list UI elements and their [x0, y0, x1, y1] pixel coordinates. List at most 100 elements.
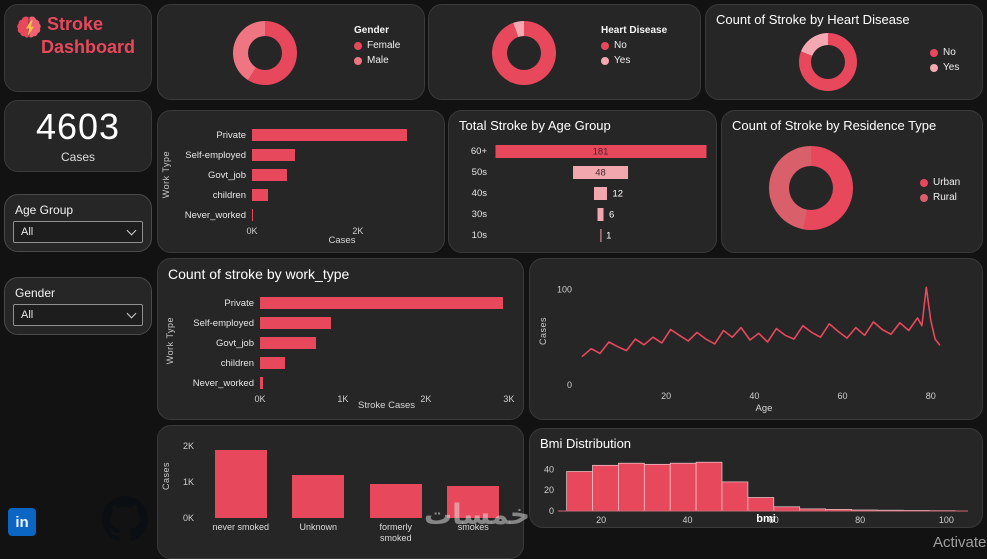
age-group-dropdown[interactable]: All [13, 221, 143, 243]
legend-dot [930, 64, 938, 72]
category-label: 50s [457, 167, 495, 178]
category-label: Unknown [286, 522, 350, 533]
legend-dot [920, 179, 928, 187]
stroke-by-heart-disease-title: Count of Stroke by Heart Disease [716, 12, 910, 27]
category-label: Private [174, 130, 252, 141]
bar[interactable] [260, 357, 285, 369]
legend-dot [354, 57, 362, 65]
github-icon[interactable] [102, 496, 148, 542]
bar[interactable] [252, 169, 287, 181]
smoking-status-ylabel: Cases [161, 462, 171, 490]
linkedin-icon[interactable]: in [8, 508, 36, 536]
legend-dot [920, 194, 928, 202]
legend-label: Yes [614, 55, 630, 66]
legend-label: Rural [933, 192, 957, 203]
axis-tick-label: 1K [183, 477, 194, 487]
hist-bar[interactable] [567, 472, 593, 512]
bar[interactable] [252, 209, 253, 221]
category-label: 10s [457, 230, 495, 241]
value-label: 6 [609, 209, 614, 220]
legend-item[interactable]: Rural [920, 192, 960, 203]
category-label: Self-employed [174, 150, 252, 161]
bar[interactable] [260, 377, 263, 389]
legend-item[interactable]: Male [354, 55, 400, 66]
heart-disease-donut-chart[interactable] [492, 21, 556, 85]
cases-by-age-ylabel: Cases [538, 317, 548, 345]
legend-item[interactable]: Urban [920, 177, 960, 188]
hist-bar[interactable] [774, 507, 800, 511]
bar[interactable] [252, 149, 295, 161]
legend-item[interactable]: Female [354, 40, 400, 51]
funnel-bar[interactable] [600, 229, 601, 242]
residence-donut-chart[interactable] [769, 146, 853, 230]
hist-bar[interactable] [722, 482, 748, 511]
gender-slicer-label: Gender [15, 286, 55, 300]
age-group-slicer-label: Age Group [15, 203, 73, 217]
line-series[interactable] [582, 287, 939, 356]
bar[interactable] [260, 337, 316, 349]
axis-tick-label: 60 [838, 391, 848, 401]
bar-track [252, 209, 432, 221]
legend-item[interactable]: Yes [601, 55, 667, 66]
hist-bar[interactable] [696, 462, 722, 511]
app-header-card: Stroke Dashboard [4, 4, 152, 92]
legend-item[interactable]: No [601, 40, 667, 51]
bar-track [252, 149, 432, 161]
stroke-by-heart-disease-donut-chart[interactable] [799, 33, 857, 91]
gender-donut-chart[interactable] [233, 21, 297, 85]
bar[interactable] [260, 297, 503, 309]
bar-row: children [182, 353, 513, 373]
bar[interactable] [370, 484, 422, 518]
hist-bar[interactable] [670, 463, 696, 511]
bar[interactable] [292, 475, 344, 518]
axis-tick-label: 40 [544, 464, 554, 474]
category-label: 40s [457, 188, 495, 199]
legend-item[interactable]: No [930, 47, 959, 58]
gender-slicer: Gender All [4, 277, 152, 335]
funnel-row: 60+ 181 [457, 141, 706, 162]
bar[interactable] [215, 450, 267, 518]
category-label: children [174, 190, 252, 201]
bar[interactable] [252, 129, 407, 141]
axis-tick-label: 0K [183, 513, 194, 523]
category-label: 60+ [457, 146, 495, 157]
bar-column: formerly smoked [370, 442, 422, 518]
axis-tick-label: 100 [557, 284, 572, 294]
hist-bar[interactable] [748, 498, 774, 512]
bar-track [260, 297, 513, 309]
hist-bar[interactable] [644, 464, 670, 511]
bar[interactable] [252, 189, 268, 201]
gender-dropdown[interactable]: All [13, 304, 143, 326]
funnel-bar-zone: 181 [495, 145, 706, 158]
hist-bar[interactable] [593, 465, 619, 511]
legend-item[interactable]: Yes [930, 62, 959, 73]
hist-bar[interactable] [618, 463, 644, 511]
bar[interactable] [260, 317, 331, 329]
bar-column: Unknown [292, 442, 344, 518]
value-label: 181 [593, 146, 609, 157]
legend-label: Urban [933, 177, 960, 188]
funnel-bar[interactable] [594, 187, 608, 200]
category-label: Govt_job [174, 170, 252, 181]
watermark-text: خمسات [424, 498, 530, 531]
axis-tick-label: 0 [549, 506, 554, 516]
total-cases-value: 4603 [36, 109, 120, 145]
category-label: children [182, 358, 260, 369]
residence-donut-title: Count of Stroke by Residence Type [732, 118, 936, 133]
bar-track [260, 317, 513, 329]
bar-row: Self-employed [182, 313, 513, 333]
legend-label: Yes [943, 62, 959, 73]
funnel-bar[interactable] [597, 208, 604, 221]
legend-label: No [943, 47, 956, 58]
